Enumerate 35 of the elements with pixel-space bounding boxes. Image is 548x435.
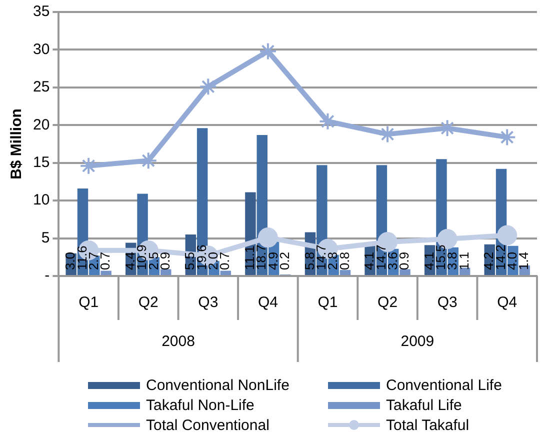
text: 2008 — [162, 333, 195, 350]
bar — [220, 270, 232, 275]
point — [199, 78, 218, 96]
x-tick-label: Q2 — [138, 294, 158, 312]
y-tick-label: 35 — [32, 3, 50, 20]
x-tick-label: Q2 — [378, 294, 398, 312]
y-tick-label: 10 — [32, 192, 50, 209]
y-axis-title: B$ Million — [8, 108, 26, 180]
point — [258, 42, 277, 60]
text: 2009 — [400, 333, 434, 350]
legend-label: Takaful Life — [386, 396, 462, 414]
x-tick-label: Q1 — [318, 294, 338, 312]
y-tick-label: - — [44, 267, 50, 284]
legend-label: Conventional NonLife — [146, 376, 290, 394]
y-tick-label: 20 — [32, 116, 50, 134]
bar — [459, 268, 470, 275]
y-tick-label: 5 — [41, 229, 50, 246]
y-tick-label: 30 — [32, 40, 50, 58]
x-tick-label: Q1 — [78, 294, 99, 312]
legend-label: Conventional Life — [386, 376, 502, 394]
bar — [100, 270, 112, 275]
legend-label: Total Takaful — [386, 416, 470, 434]
bar — [160, 269, 172, 275]
x-tick-label: Q4 — [497, 294, 518, 312]
bar — [400, 269, 410, 275]
point — [497, 225, 518, 246]
y-tick-label: 25 — [32, 78, 50, 96]
legend-label: Takaful Non-Life — [146, 396, 254, 414]
legend-label: Total Conventional — [146, 416, 270, 434]
x-tick-label: Q4 — [258, 294, 278, 312]
y-tick-label: 15 — [32, 154, 50, 171]
x-tick-label: Q3 — [437, 294, 458, 312]
bar — [340, 270, 351, 275]
x-tick-label: Q3 — [198, 294, 218, 312]
point — [318, 112, 337, 130]
